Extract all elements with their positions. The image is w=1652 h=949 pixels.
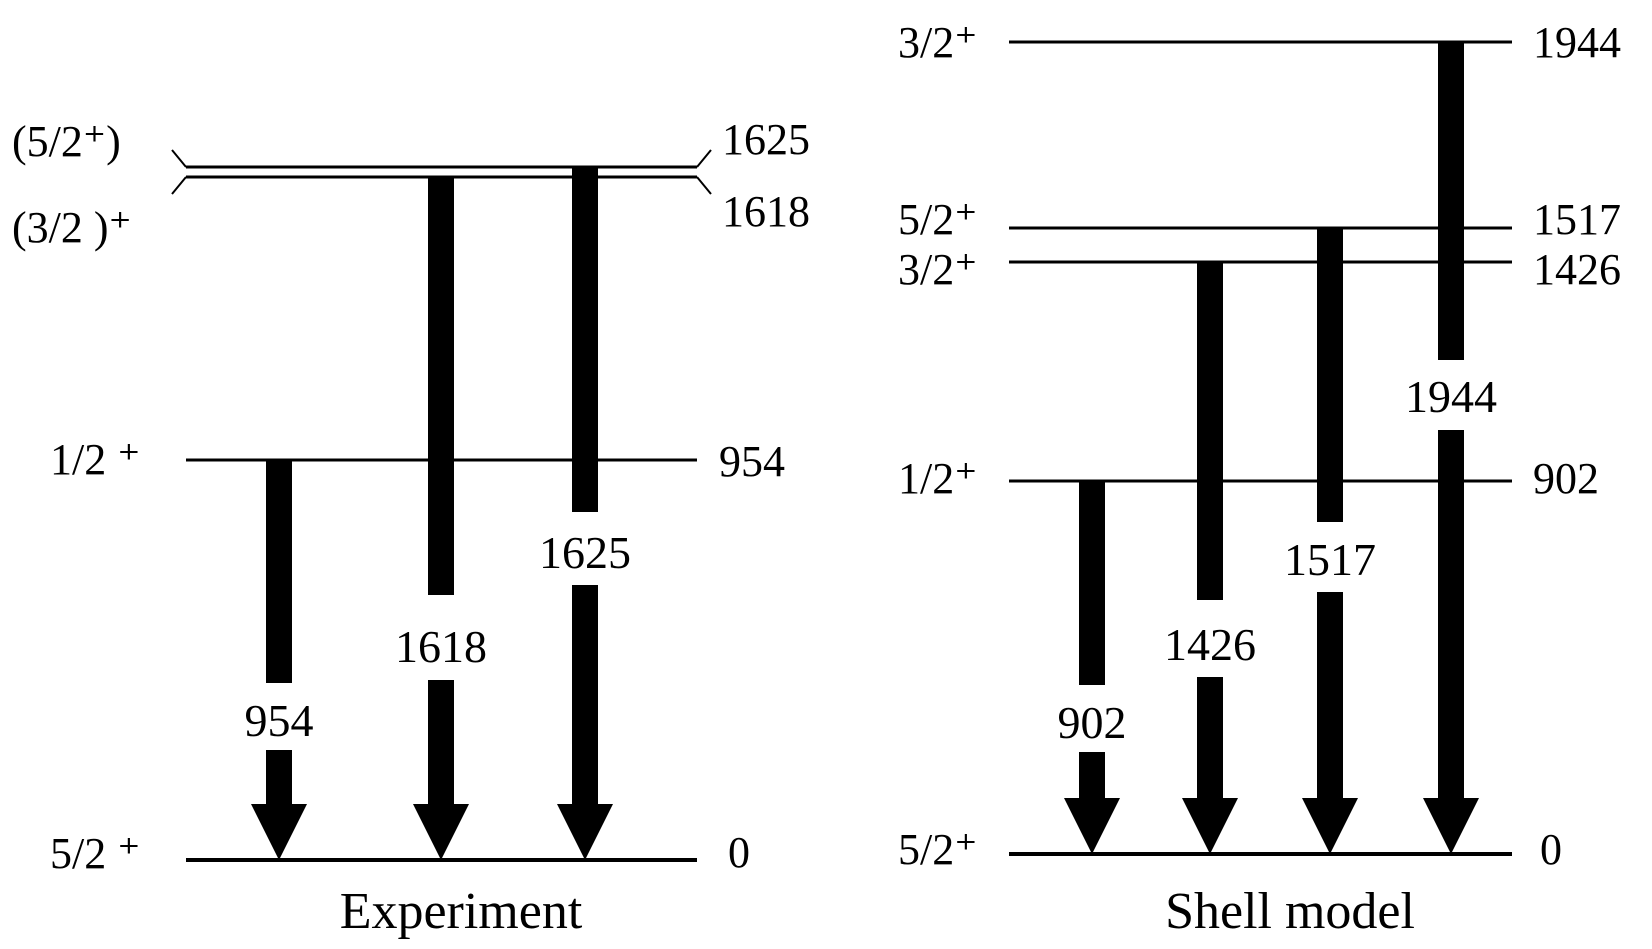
- sm-energy-label-902: 902: [1533, 454, 1599, 503]
- exp-transition-1618-shaft-bottom: [428, 680, 454, 804]
- exp-spin-label-954: 1/2 ⁺: [50, 435, 140, 484]
- exp-transition-954-label: 954: [245, 695, 314, 746]
- sm-transition-1517-label: 1517: [1284, 534, 1376, 585]
- sm-transition-902-arrowhead: [1064, 798, 1120, 854]
- sm-energy-label-0: 0: [1540, 825, 1562, 874]
- exp-transition-1618-arrowhead: [413, 804, 469, 860]
- sm-transition-1944-label: 1944: [1405, 371, 1497, 422]
- sm-transition-1944-shaft-top: [1438, 42, 1464, 360]
- sm-spin-label-1517: 5/2⁺: [898, 195, 977, 244]
- experiment-title: Experiment: [340, 883, 583, 940]
- exp-right-bracket: [696, 149, 712, 195]
- exp-spin-label-1618: (3/2 )⁺: [12, 203, 132, 252]
- shell-model-title: Shell model: [1165, 883, 1415, 940]
- sm-transition-902-label: 902: [1058, 697, 1127, 748]
- exp-energy-label-1618: 1618: [722, 187, 810, 236]
- sm-spin-label-0: 5/2⁺: [898, 825, 977, 874]
- sm-transition-1426-shaft-bottom: [1197, 677, 1223, 798]
- exp-transition-954-shaft-bottom: [266, 750, 292, 804]
- exp-spin-label-0: 5/2 ⁺: [50, 829, 140, 878]
- exp-transition-1618-shaft-top: [428, 177, 454, 595]
- exp-transition-954-shaft-top: [266, 460, 292, 683]
- sm-energy-label-1426: 1426: [1533, 245, 1621, 294]
- sm-transition-902-shaft-bottom: [1079, 752, 1105, 798]
- sm-transition-1426-shaft-top: [1197, 262, 1223, 600]
- exp-transition-1625-label: 1625: [539, 527, 631, 578]
- sm-transition-1426-label: 1426: [1164, 619, 1256, 670]
- sm-transition-1944-shaft-bottom: [1438, 430, 1464, 798]
- sm-transition-1517-shaft-top: [1317, 228, 1343, 522]
- shell-model-panel: 3/2⁺ 5/2⁺ 3/2⁺ 1/2⁺ 5/2⁺ 1944 1517 1426 …: [898, 18, 1621, 940]
- sm-transition-1517-arrowhead: [1302, 798, 1358, 854]
- exp-energy-label-954: 954: [719, 437, 785, 486]
- exp-transition-1618-label: 1618: [395, 621, 487, 672]
- sm-spin-label-1944: 3/2⁺: [898, 18, 977, 67]
- sm-transition-1517-shaft-bottom: [1317, 592, 1343, 798]
- exp-energy-label-1625: 1625: [722, 115, 810, 164]
- sm-spin-label-902: 1/2⁺: [898, 454, 977, 503]
- exp-energy-label-0: 0: [728, 828, 750, 877]
- exp-transition-1625-shaft-bottom: [572, 585, 598, 804]
- exp-spin-label-1625: (5/2⁺): [12, 117, 121, 166]
- sm-transition-1944-arrowhead: [1423, 798, 1479, 854]
- exp-transition-954-arrowhead: [251, 804, 307, 860]
- exp-transition-1625-shaft-top: [572, 167, 598, 512]
- exp-transition-1625-arrowhead: [557, 804, 613, 860]
- sm-energy-label-1517: 1517: [1533, 195, 1621, 244]
- sm-spin-label-1426: 3/2⁺: [898, 245, 977, 294]
- sm-energy-label-1944: 1944: [1533, 18, 1621, 67]
- experiment-panel: (5/2⁺) (3/2 )⁺ 1/2 ⁺ 5/2 ⁺ 1625 1618 954…: [12, 115, 810, 940]
- sm-transition-1426-arrowhead: [1182, 798, 1238, 854]
- sm-transition-902-shaft-top: [1079, 481, 1105, 685]
- exp-left-bracket: [171, 149, 187, 195]
